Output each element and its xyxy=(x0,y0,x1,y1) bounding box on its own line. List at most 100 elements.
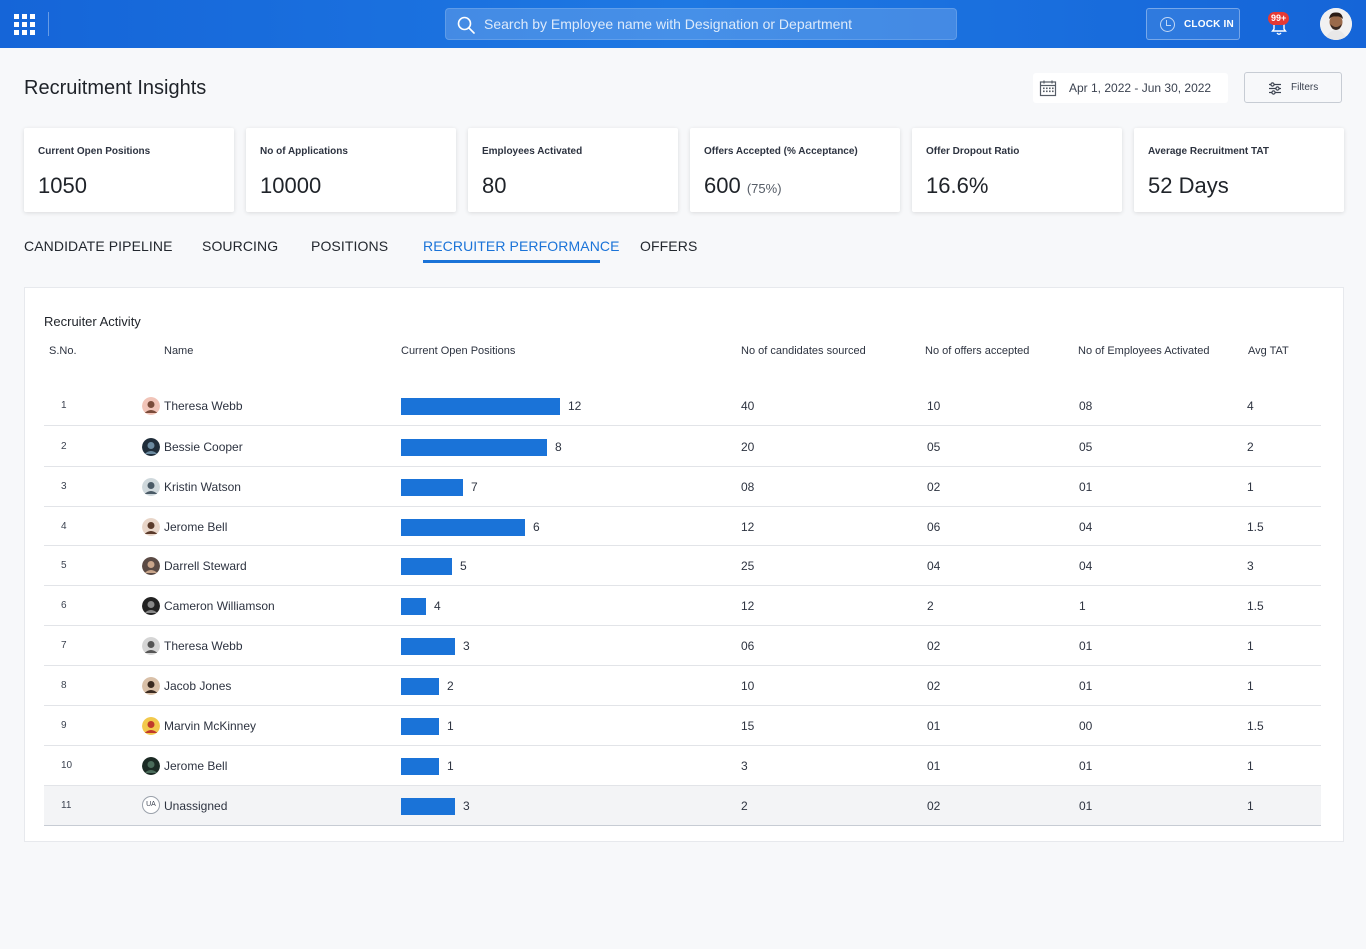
employees-activated-value: 04 xyxy=(1079,559,1093,573)
user-avatar[interactable] xyxy=(1320,8,1352,40)
avg-tat-value: 2 xyxy=(1247,440,1254,454)
kpi-value: 80 xyxy=(482,173,507,198)
column-header-open-positions: Current Open Positions xyxy=(401,345,516,357)
open-positions-bar xyxy=(401,798,455,815)
active-tab-indicator xyxy=(423,260,600,263)
row-serial-number: 1 xyxy=(61,400,67,411)
kpi-label: Average Recruitment TAT xyxy=(1148,146,1269,157)
tab-positions[interactable]: POSITIONS xyxy=(311,238,389,254)
candidates-sourced-value: 10 xyxy=(741,679,755,693)
open-positions-bar xyxy=(401,758,439,775)
kpi-label: Offers Accepted (% Acceptance) xyxy=(704,146,858,157)
recruiter-avatar xyxy=(142,478,160,496)
open-positions-bar xyxy=(401,598,426,615)
employees-activated-value: 01 xyxy=(1079,679,1093,693)
open-positions-value: 5 xyxy=(460,559,467,573)
recruiter-name: Cameron Williamson xyxy=(164,599,275,613)
search-input[interactable] xyxy=(484,9,944,39)
avg-tat-value: 1.5 xyxy=(1247,520,1264,534)
avg-tat-value: 1.5 xyxy=(1247,599,1264,613)
recruiter-name: Bessie Cooper xyxy=(164,440,243,454)
kpi-value: 10000 xyxy=(260,173,322,198)
table-row[interactable]: 9 Marvin McKinney 1 15 01 00 1.5 xyxy=(44,706,1321,746)
table-row[interactable]: 1 Theresa Webb 12 40 10 08 4 xyxy=(44,385,1321,426)
kpi-card-recruitment-tat: Average Recruitment TAT 52 Days xyxy=(1134,128,1344,212)
table-row[interactable]: 2 Bessie Cooper 8 20 05 05 2 xyxy=(44,426,1321,467)
avg-tat-value: 1 xyxy=(1247,799,1254,813)
employees-activated-value: 1 xyxy=(1079,599,1086,613)
employees-activated-value: 01 xyxy=(1079,759,1093,773)
table-row[interactable]: 8 Jacob Jones 2 10 02 01 1 xyxy=(44,666,1321,706)
kpi-label: Current Open Positions xyxy=(38,146,151,157)
table-row[interactable]: 4 Jerome Bell 6 12 06 04 1.5 xyxy=(44,507,1321,546)
offers-accepted-value: 04 xyxy=(927,559,941,573)
avg-tat-value: 1 xyxy=(1247,639,1254,653)
offers-accepted-value: 02 xyxy=(927,480,941,494)
recruiter-name: Theresa Webb xyxy=(164,399,243,413)
recruiter-avatar xyxy=(142,597,160,615)
unassigned-avatar: UA xyxy=(142,796,160,814)
tab-offers[interactable]: OFFERS xyxy=(640,238,698,254)
column-header-name: Name xyxy=(164,345,194,357)
row-serial-number: 5 xyxy=(61,560,67,571)
sliders-icon xyxy=(1269,82,1281,95)
recruiter-activity-panel xyxy=(24,287,1344,842)
table-row[interactable]: 11 UA Unassigned 3 2 02 01 1 xyxy=(44,786,1321,826)
offers-accepted-value: 06 xyxy=(927,520,941,534)
row-serial-number: 3 xyxy=(61,481,67,492)
row-serial-number: 9 xyxy=(61,720,67,731)
open-positions-value: 8 xyxy=(555,440,562,454)
column-header-candidates-sourced: No of candidates sourced xyxy=(741,345,866,357)
table-row[interactable]: 10 Jerome Bell 1 3 01 01 1 xyxy=(44,746,1321,786)
table-row[interactable]: 7 Theresa Webb 3 06 02 01 1 xyxy=(44,626,1321,666)
table-row[interactable]: 6 Cameron Williamson 4 12 2 1 1.5 xyxy=(44,586,1321,626)
offers-accepted-value: 02 xyxy=(927,639,941,653)
employees-activated-value: 01 xyxy=(1079,480,1093,494)
notification-count-badge: 99+ xyxy=(1268,12,1290,25)
app-launcher-grid-icon[interactable] xyxy=(14,14,35,35)
top-navigation-bar: CLOCK IN 99+ xyxy=(0,0,1366,48)
open-positions-bar xyxy=(401,678,439,695)
kpi-label: Employees Activated xyxy=(482,146,583,157)
open-positions-value: 3 xyxy=(463,799,470,813)
open-positions-value: 7 xyxy=(471,480,478,494)
tab-recruiter-performance[interactable]: RECRUITER PERFORMANCE xyxy=(423,238,620,254)
table-row[interactable]: 3 Kristin Watson 7 08 02 01 1 xyxy=(44,467,1321,507)
employees-activated-value: 08 xyxy=(1079,399,1093,413)
search-icon xyxy=(457,16,475,34)
kpi-value: 600 (75%) xyxy=(704,173,782,198)
candidates-sourced-value: 08 xyxy=(741,480,755,494)
table-row[interactable]: 5 Darrell Steward 5 25 04 04 3 xyxy=(44,546,1321,586)
panel-title: Recruiter Activity xyxy=(44,314,141,329)
candidates-sourced-value: 2 xyxy=(741,799,748,813)
avg-tat-value: 3 xyxy=(1247,559,1254,573)
filters-button[interactable]: Filters xyxy=(1244,72,1342,103)
employees-activated-value: 05 xyxy=(1079,440,1093,454)
clock-in-button[interactable]: CLOCK IN xyxy=(1146,8,1240,40)
row-serial-number: 8 xyxy=(61,680,67,691)
employee-search[interactable] xyxy=(445,8,957,40)
candidates-sourced-value: 40 xyxy=(741,399,755,413)
candidates-sourced-value: 15 xyxy=(741,719,755,733)
avg-tat-value: 1 xyxy=(1247,679,1254,693)
avg-tat-value: 1.5 xyxy=(1247,719,1264,733)
tab-candidate-pipeline[interactable]: CANDIDATE PIPELINE xyxy=(24,238,173,254)
kpi-card-offers-accepted: Offers Accepted (% Acceptance) 600 (75%) xyxy=(690,128,900,212)
kpi-card-employees-activated: Employees Activated 80 xyxy=(468,128,678,212)
offers-accepted-value: 05 xyxy=(927,440,941,454)
recruiter-avatar xyxy=(142,637,160,655)
kpi-card-open-positions: Current Open Positions 1050 xyxy=(24,128,234,212)
column-header-avg-tat: Avg TAT xyxy=(1248,345,1289,357)
open-positions-value: 1 xyxy=(447,719,454,733)
open-positions-value: 6 xyxy=(533,520,540,534)
open-positions-bar xyxy=(401,439,547,456)
kpi-value: 1050 xyxy=(38,173,87,198)
tab-sourcing[interactable]: SOURCING xyxy=(202,238,279,254)
candidates-sourced-value: 20 xyxy=(741,440,755,454)
row-serial-number: 10 xyxy=(61,760,73,771)
filters-label: Filters xyxy=(1291,82,1319,93)
kpi-card-applications: No of Applications 10000 xyxy=(246,128,456,212)
open-positions-bar xyxy=(401,638,455,655)
date-range-picker[interactable]: Apr 1, 2022 - Jun 30, 2022 xyxy=(1033,73,1228,103)
clock-in-label: CLOCK IN xyxy=(1184,19,1234,30)
